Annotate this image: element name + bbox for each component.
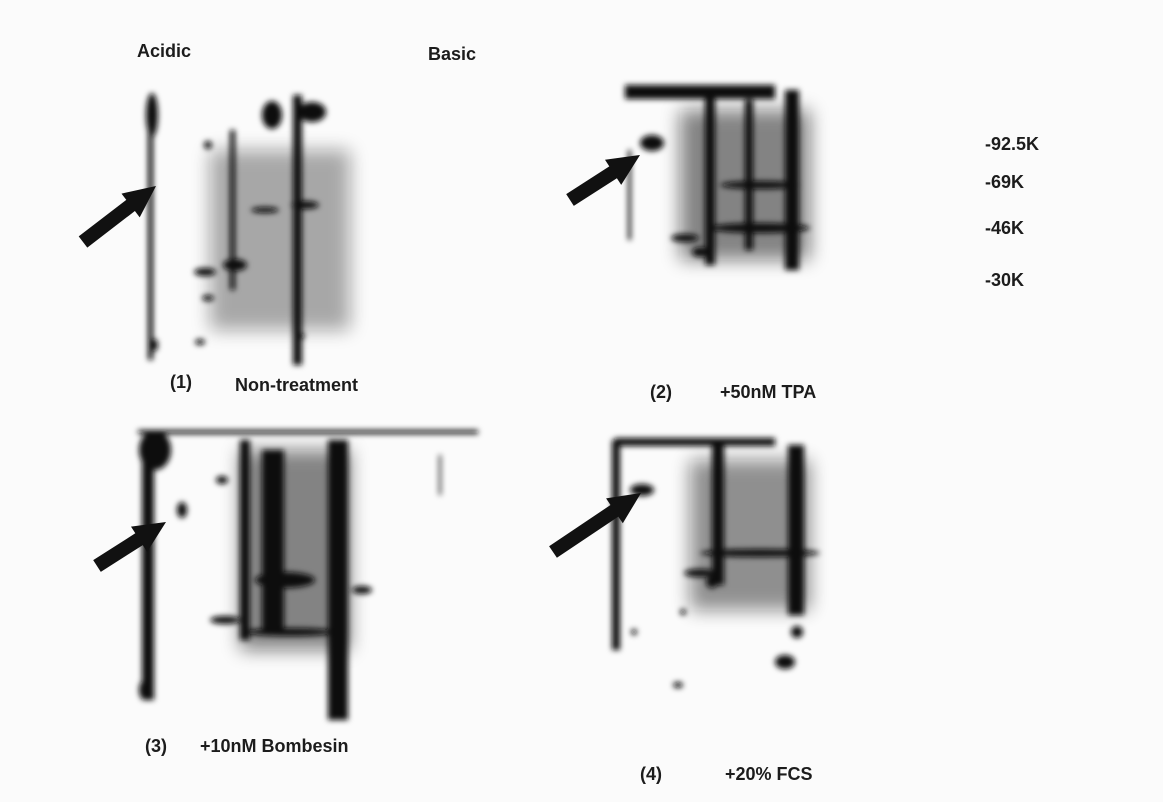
gel-1 bbox=[146, 93, 350, 365]
panel-number: (1) bbox=[170, 372, 192, 392]
marker-label: -30K bbox=[985, 270, 1024, 290]
acidic-label: Acidic bbox=[137, 41, 191, 61]
arrow-shape bbox=[566, 155, 640, 206]
panel-label: +50nM TPA bbox=[720, 382, 816, 402]
arrow-shape bbox=[549, 493, 641, 558]
arrow-shape bbox=[78, 186, 156, 248]
gel-4 bbox=[612, 438, 820, 688]
arrow bbox=[78, 186, 156, 248]
arrow bbox=[93, 522, 166, 572]
marker-label: -92.5K bbox=[985, 134, 1039, 154]
panel-label: Non-treatment bbox=[235, 375, 358, 395]
panel-number: (3) bbox=[145, 736, 167, 756]
panel-number: (4) bbox=[640, 764, 662, 784]
panel-label: +20% FCS bbox=[725, 764, 813, 784]
gel-3 bbox=[138, 430, 478, 720]
panel-label: +10nM Bombesin bbox=[200, 736, 349, 756]
basic-label: Basic bbox=[428, 44, 476, 64]
marker-label: -69K bbox=[985, 172, 1024, 192]
arrow bbox=[566, 155, 640, 206]
arrow bbox=[549, 493, 641, 558]
gel-2 bbox=[625, 85, 810, 270]
panel-number: (2) bbox=[650, 382, 672, 402]
arrow-shape bbox=[93, 522, 166, 572]
marker-label: -46K bbox=[985, 218, 1024, 238]
